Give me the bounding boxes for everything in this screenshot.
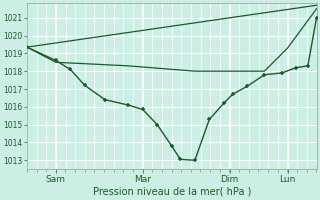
X-axis label: Pression niveau de la mer( hPa ): Pression niveau de la mer( hPa ) [92, 187, 251, 197]
